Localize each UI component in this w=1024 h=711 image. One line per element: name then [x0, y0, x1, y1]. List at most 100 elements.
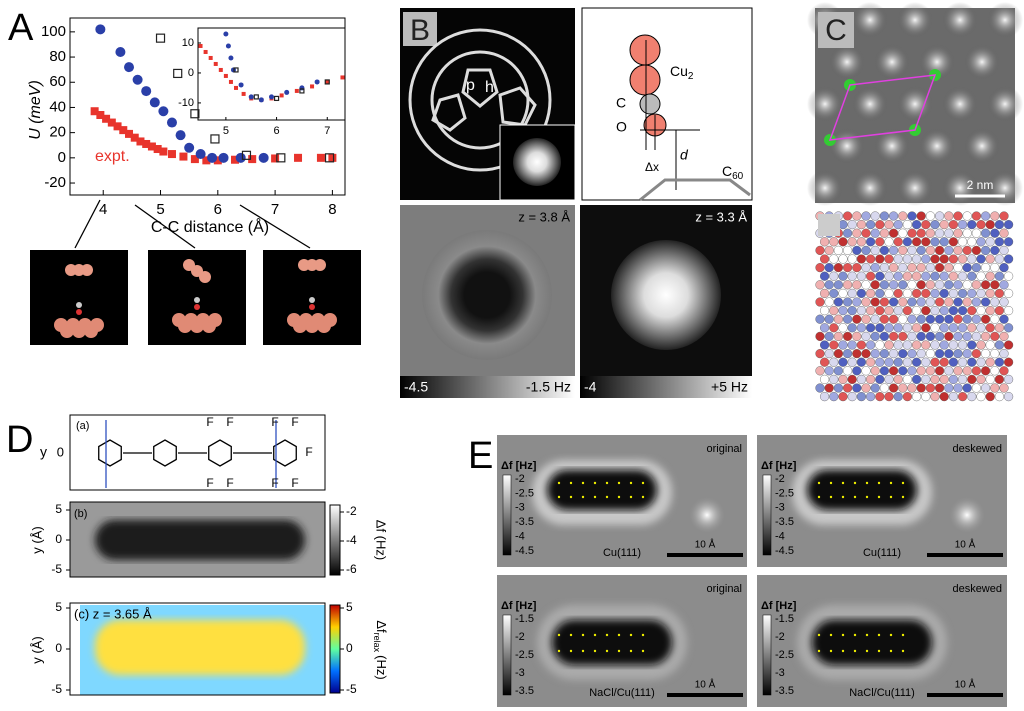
grid-cell — [902, 271, 913, 281]
grid-cell — [829, 288, 839, 299]
mode-label: original — [707, 583, 742, 595]
atom-dot — [901, 649, 905, 653]
grid-cell — [921, 237, 931, 247]
grid-cell — [990, 245, 1000, 256]
atom-label: F — [206, 415, 213, 429]
grid-cell — [861, 280, 871, 290]
panel-label: C — [825, 14, 847, 47]
grid-cell — [994, 288, 1005, 299]
grid-cell — [865, 340, 876, 350]
grid-cell — [856, 254, 867, 264]
mode-label: original — [707, 443, 742, 455]
colorbar — [762, 474, 772, 556]
grid-cell — [934, 280, 945, 290]
annotation: expt. — [95, 148, 130, 165]
grid-cell — [856, 306, 867, 316]
grid-cell — [971, 366, 982, 376]
data-point — [159, 147, 168, 156]
grid-cell — [842, 211, 853, 221]
scale-label: 2 nm — [967, 178, 994, 192]
grid-cell — [898, 383, 908, 393]
grid-cell — [847, 288, 857, 299]
grid-cell — [870, 314, 880, 324]
unit: (Hz) — [374, 655, 389, 680]
grid-cell — [907, 366, 917, 376]
grid-cell — [875, 220, 885, 230]
grid-cell — [990, 331, 1000, 342]
data-point — [258, 97, 264, 103]
grid-cell — [907, 331, 917, 342]
grid-cell — [925, 366, 936, 376]
grid-cell — [861, 314, 871, 324]
grid-cell — [893, 357, 903, 367]
atom-dot — [889, 495, 893, 499]
atom-label: F — [291, 415, 298, 429]
data-point — [158, 106, 169, 117]
grid-cell — [898, 297, 908, 307]
grid-cell — [944, 245, 954, 256]
atom — [81, 264, 93, 276]
grid-cell — [976, 392, 986, 402]
grid-cell — [1003, 323, 1014, 333]
grid-cell — [930, 392, 940, 402]
atom-dot — [605, 633, 609, 637]
grid-cell — [994, 392, 1005, 402]
grid-cell — [953, 383, 963, 393]
grid-cell — [921, 374, 931, 385]
grid-cell — [875, 340, 885, 350]
colorbar-tick-label: -2.5 — [515, 487, 534, 499]
grid-cell — [888, 211, 899, 221]
grid-cell — [967, 220, 977, 230]
grid-cell — [893, 392, 903, 402]
grid-cell — [985, 357, 995, 367]
grid-cell — [865, 254, 876, 264]
colorbar-tick-label: -3.5 — [515, 516, 534, 528]
grid-cell — [994, 254, 1005, 264]
grid-cell — [934, 314, 945, 324]
grid-cell — [907, 280, 917, 290]
grid-cell — [971, 297, 982, 307]
grid-cell — [999, 263, 1009, 273]
stm-blob — [964, 128, 1000, 164]
atom-dot — [877, 649, 881, 653]
data-point — [228, 79, 233, 84]
adatom — [689, 497, 725, 533]
grid-cell — [921, 220, 931, 230]
grid-cell — [884, 323, 894, 333]
data-point — [314, 79, 320, 85]
grid-cell — [833, 280, 844, 290]
atom-label: O — [616, 119, 627, 135]
grid-cell — [944, 211, 954, 221]
axis-label: y (Å) — [29, 636, 44, 663]
panel-label: E — [468, 435, 493, 477]
grid-cell — [838, 306, 848, 316]
grid-cell — [976, 271, 986, 281]
grid-cell — [916, 366, 926, 376]
data-point — [173, 68, 183, 79]
grid-cell — [967, 357, 977, 367]
height-label: z = 3.3 Å — [695, 209, 747, 224]
colorbar-unit: Δf [Hz] — [761, 600, 797, 612]
atom-dot — [841, 633, 845, 637]
atom-label: Cu — [670, 63, 688, 79]
grid-cell — [948, 306, 959, 316]
grid-cell — [971, 331, 982, 342]
grid-cell — [879, 331, 890, 342]
atom-dot — [901, 633, 905, 637]
grid-cell — [898, 280, 908, 290]
grid-cell — [838, 374, 848, 385]
grid-cell — [829, 271, 839, 281]
grid-cell — [985, 220, 995, 230]
colorbar-tick-label: -2 — [775, 473, 785, 485]
grid-cell — [999, 366, 1009, 376]
colorbar-tick-label: -2.5 — [515, 649, 534, 661]
data-point — [113, 122, 122, 131]
grid-cell — [953, 263, 963, 273]
grid-cell — [962, 349, 972, 359]
grid-cell — [870, 383, 880, 393]
substrate-label: NaCl/Cu(111) — [849, 687, 915, 699]
grid-cell — [888, 228, 899, 238]
data-point — [223, 73, 228, 78]
tip-atoms — [629, 34, 751, 202]
grid-cell — [888, 349, 899, 359]
